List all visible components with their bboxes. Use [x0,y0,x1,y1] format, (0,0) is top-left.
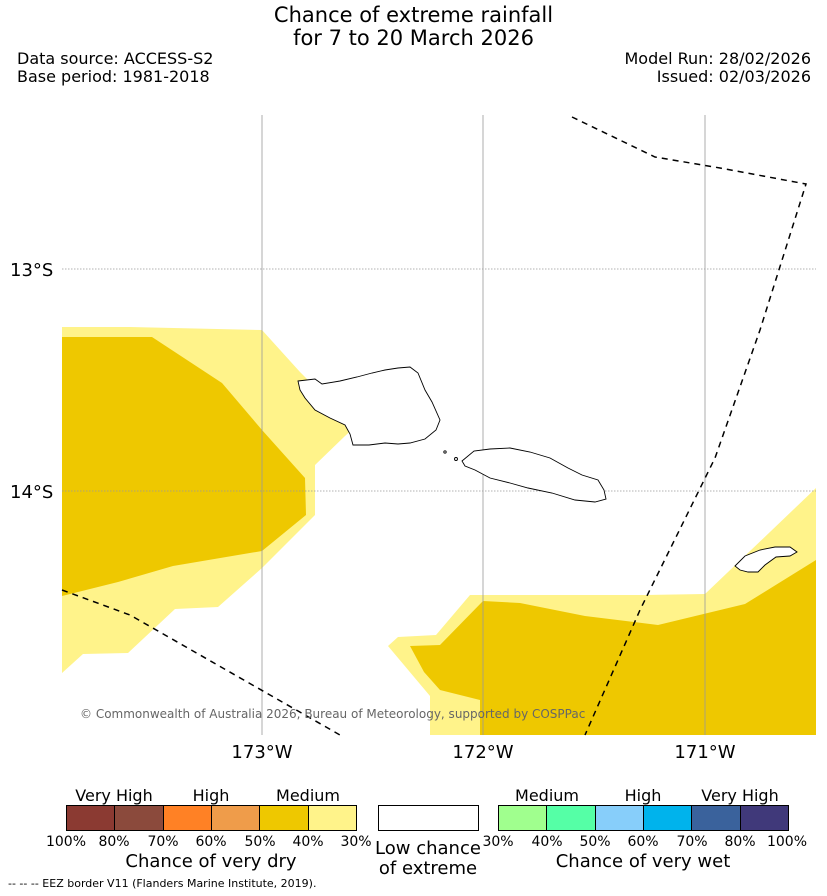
savaii-island [297,366,441,446]
base-period: Base period: 1981-2018 [17,67,210,86]
low-chance-swatch [378,805,479,831]
wet-tick: 70% [676,834,708,850]
dry-tick: 40% [292,834,324,850]
low-chance-label-line1: Low chance [375,838,481,859]
upolu-island [461,447,607,503]
low-chance-label-line2: of extreme [378,858,478,879]
dry-category-high: High [192,786,230,805]
wet-tick: 80% [724,834,756,850]
dry-swatch [308,806,356,830]
tutuila-island [734,546,798,573]
copyright-text: © Commonwealth of Australia 2026, Bureau… [80,707,585,721]
lon-label-173w: 173°W [231,742,292,760]
rainfall-map: © Commonwealth of Australia 2026, Bureau… [10,115,816,760]
wet-legend-label: Chance of very wet [555,851,731,872]
wet-tick: 100% [766,834,808,850]
eez-border [61,116,807,736]
wet-swatch [643,806,693,830]
wet-colorbar [498,805,789,831]
dry-swatch [115,806,164,830]
dry-swatch [163,806,212,830]
small-islet [454,457,458,461]
lon-label-171w: 171°W [674,742,735,760]
small-islet [443,450,447,454]
dry-tick: 50% [244,834,276,850]
dry-swatch [211,806,261,830]
map-title-line1: Chance of extreme rainfall [273,3,554,27]
dry-swatch [260,806,309,830]
wet-category-medium: Medium [515,786,579,805]
dry-tick: 100% [45,834,87,850]
wet-category-very-high: Very High [701,786,779,805]
island-outlines [297,366,798,573]
data-source: Data source: ACCESS-S2 [17,49,214,68]
wet-swatch [547,806,596,830]
wet-swatch [740,806,788,830]
wet-tick: 40% [531,834,563,850]
wet-swatch [499,806,548,830]
dry-tick: 70% [147,834,179,850]
dry-colorbar [66,805,357,831]
wet-swatch [692,806,741,830]
lat-label-14s: 14°S [10,482,53,503]
map-title-line2: for 7 to 20 March 2026 [293,26,534,50]
dry-region-medium-southeast [410,560,816,735]
wet-tick: 50% [579,834,611,850]
dry-legend-label: Chance of very dry [125,851,297,872]
wet-category-high: High [624,786,662,805]
dry-swatch [67,806,116,830]
dry-region-medium-west [62,337,306,596]
wet-tick: 30% [482,834,514,850]
dry-category-very-high: Very High [75,786,153,805]
issued-date: Issued: 02/03/2026 [656,67,811,86]
lon-label-172w: 172°W [452,742,513,760]
wet-tick: 60% [627,834,659,850]
dry-tick: 30% [340,834,372,850]
lat-label-13s: 13°S [10,260,53,281]
wet-swatch [595,806,644,830]
graticule [62,115,816,735]
dry-tick: 60% [195,834,227,850]
dry-category-medium: Medium [276,786,340,805]
eez-footnote: -- -- -- EEZ border V11 (Flanders Marine… [8,877,317,890]
model-run: Model Run: 28/02/2026 [624,49,812,68]
dry-tick: 80% [98,834,130,850]
